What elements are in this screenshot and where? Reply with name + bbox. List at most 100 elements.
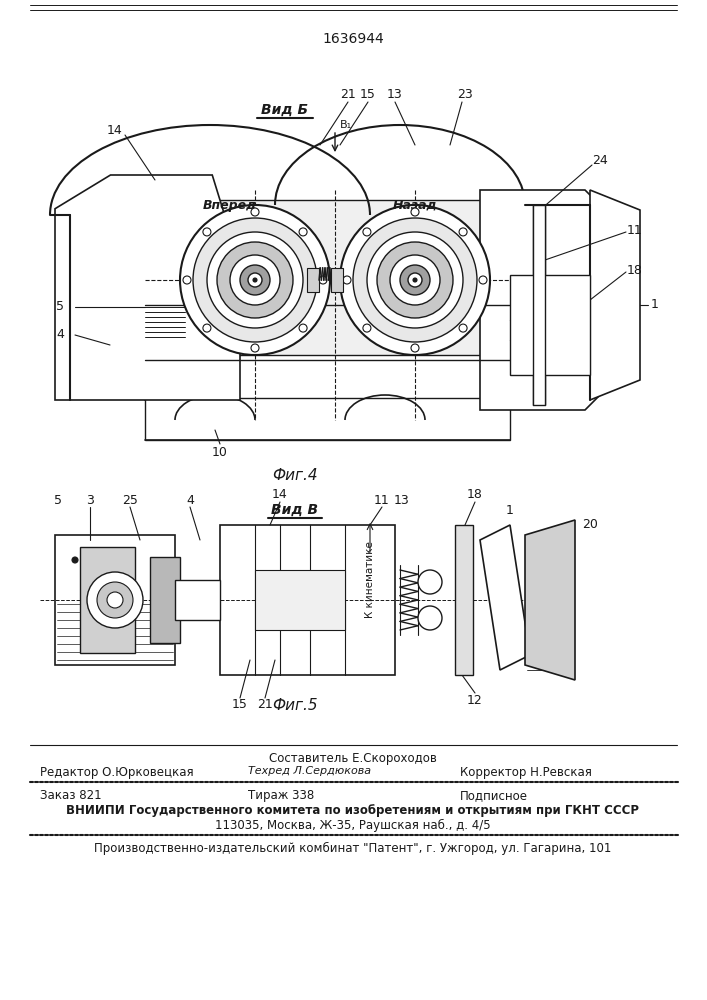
Text: 14: 14 xyxy=(107,123,123,136)
Text: 113035, Москва, Ж-35, Раушская наб., д. 4/5: 113035, Москва, Ж-35, Раушская наб., д. … xyxy=(215,819,491,832)
Text: Тираж 338: Тираж 338 xyxy=(248,789,314,802)
Bar xyxy=(307,268,319,292)
Circle shape xyxy=(240,265,270,295)
Text: Производственно-издательский комбинат "Патент", г. Ужгород, ул. Гагарина, 101: Производственно-издательский комбинат "П… xyxy=(94,842,612,855)
Text: 1636944: 1636944 xyxy=(322,32,384,46)
Circle shape xyxy=(87,572,143,628)
Circle shape xyxy=(411,344,419,352)
Circle shape xyxy=(363,228,371,236)
Circle shape xyxy=(251,344,259,352)
Circle shape xyxy=(340,205,490,355)
Text: Подписное: Подписное xyxy=(460,789,528,802)
Text: 1: 1 xyxy=(651,298,659,312)
Circle shape xyxy=(459,228,467,236)
Text: К кинематике: К кинематике xyxy=(365,542,375,618)
Text: ВНИИПИ Государственного комитета по изобретениям и открытиям при ГКНТ СССР: ВНИИПИ Государственного комитета по изоб… xyxy=(66,804,640,817)
Circle shape xyxy=(203,228,211,236)
Circle shape xyxy=(248,273,262,287)
Bar xyxy=(80,547,135,653)
Circle shape xyxy=(367,232,463,328)
Bar xyxy=(175,200,515,355)
Circle shape xyxy=(343,276,351,284)
Text: 25: 25 xyxy=(122,493,138,506)
Bar xyxy=(455,525,473,675)
Text: 11: 11 xyxy=(627,224,643,236)
Text: 1: 1 xyxy=(506,504,514,516)
Text: Техред Л.Сердюкова: Техред Л.Сердюкова xyxy=(248,766,371,776)
Text: Вид В: Вид В xyxy=(271,503,319,517)
Polygon shape xyxy=(590,190,640,400)
Circle shape xyxy=(251,208,259,216)
Polygon shape xyxy=(480,190,605,410)
Text: 4: 4 xyxy=(56,328,64,342)
Text: Фиг.4: Фиг.4 xyxy=(272,468,318,483)
Text: Редактор О.Юрковецкая: Редактор О.Юрковецкая xyxy=(40,766,194,779)
Text: 4: 4 xyxy=(186,493,194,506)
Polygon shape xyxy=(525,520,575,680)
Circle shape xyxy=(319,276,327,284)
Text: Вид Б: Вид Б xyxy=(262,103,308,117)
Circle shape xyxy=(413,278,417,282)
Bar xyxy=(510,275,590,375)
Text: 20: 20 xyxy=(582,518,598,532)
Circle shape xyxy=(107,592,123,608)
Circle shape xyxy=(203,324,211,332)
Text: Составитель Е.Скороходов: Составитель Е.Скороходов xyxy=(269,752,437,765)
Circle shape xyxy=(230,255,280,305)
Text: 18: 18 xyxy=(627,263,643,276)
Bar xyxy=(175,580,220,620)
Circle shape xyxy=(183,276,191,284)
Circle shape xyxy=(353,218,477,342)
Bar xyxy=(145,398,510,440)
Bar xyxy=(55,535,175,665)
Bar xyxy=(220,525,395,675)
Text: 13: 13 xyxy=(387,89,403,102)
Circle shape xyxy=(180,205,330,355)
Circle shape xyxy=(459,324,467,332)
Bar xyxy=(255,570,345,630)
Text: 10: 10 xyxy=(212,446,228,458)
Text: 23: 23 xyxy=(457,89,473,102)
Text: 21: 21 xyxy=(257,698,273,712)
Text: Назад: Назад xyxy=(392,198,438,212)
Text: Фиг.5: Фиг.5 xyxy=(272,698,318,712)
Polygon shape xyxy=(55,175,240,400)
Text: Корректор Н.Ревская: Корректор Н.Ревская xyxy=(460,766,592,779)
Text: В₁: В₁ xyxy=(340,120,352,130)
Circle shape xyxy=(363,324,371,332)
Circle shape xyxy=(411,208,419,216)
Circle shape xyxy=(390,255,440,305)
Circle shape xyxy=(377,242,453,318)
Text: 18: 18 xyxy=(467,488,483,502)
Text: 5: 5 xyxy=(54,493,62,506)
Text: 13: 13 xyxy=(394,493,410,506)
Bar xyxy=(150,557,180,643)
Text: Заказ 821: Заказ 821 xyxy=(40,789,102,802)
Text: 11: 11 xyxy=(374,493,390,506)
Circle shape xyxy=(193,218,317,342)
Circle shape xyxy=(479,276,487,284)
Bar xyxy=(331,268,343,292)
Text: 14: 14 xyxy=(272,488,288,502)
Bar xyxy=(145,210,545,400)
Circle shape xyxy=(97,582,133,618)
Bar xyxy=(533,205,545,405)
Circle shape xyxy=(72,557,78,563)
Text: 15: 15 xyxy=(360,89,376,102)
Circle shape xyxy=(217,242,293,318)
Circle shape xyxy=(207,232,303,328)
Circle shape xyxy=(408,273,422,287)
Circle shape xyxy=(253,278,257,282)
Text: 24: 24 xyxy=(592,153,608,166)
Text: 3: 3 xyxy=(86,493,94,506)
Circle shape xyxy=(299,228,307,236)
Text: 12: 12 xyxy=(467,694,483,706)
Text: 5: 5 xyxy=(56,300,64,314)
Polygon shape xyxy=(480,525,530,670)
Circle shape xyxy=(418,606,442,630)
Text: 15: 15 xyxy=(232,698,248,712)
Text: Вперед: Вперед xyxy=(203,198,257,212)
Circle shape xyxy=(418,570,442,594)
Text: 21: 21 xyxy=(340,89,356,102)
Circle shape xyxy=(400,265,430,295)
